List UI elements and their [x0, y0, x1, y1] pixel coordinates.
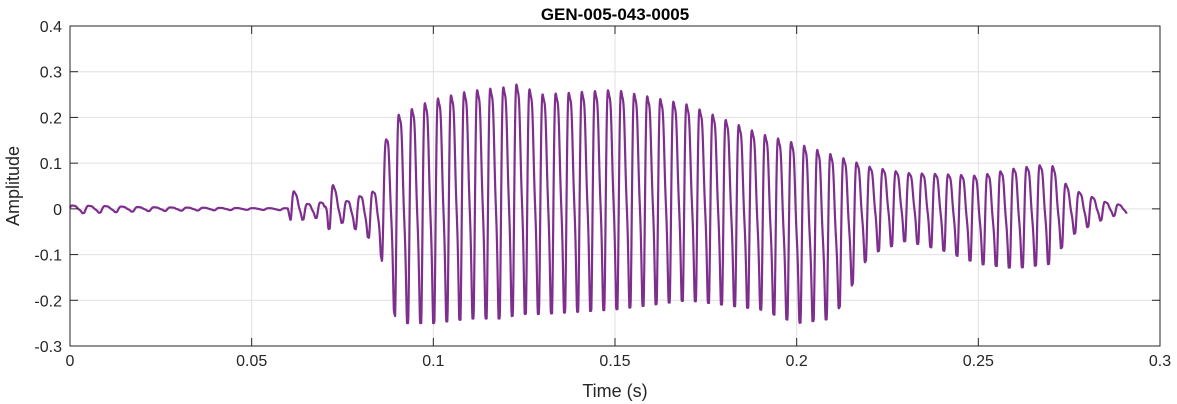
waveform-line — [69, 83, 1129, 325]
chart-title: GEN-005-043-0005 — [541, 5, 689, 24]
x-tick-label: 0.25 — [963, 353, 994, 370]
plot-area — [69, 83, 1129, 325]
x-axis-label: Time (s) — [582, 381, 647, 401]
x-tick-label: 0 — [66, 353, 75, 370]
x-tick-labels: 0 0.05 0.1 0.15 0.2 0.25 0.3 — [66, 353, 1172, 370]
y-axis-label: Amplitude — [3, 146, 23, 226]
y-tick-label: 0 — [53, 202, 62, 219]
y-tick-label: -0.3 — [34, 339, 62, 356]
x-tick-label: 0.1 — [422, 353, 444, 370]
y-tick-label: -0.2 — [34, 293, 62, 310]
y-tick-label: 0.1 — [40, 156, 62, 173]
x-tick-label: 0.3 — [1149, 353, 1171, 370]
x-tick-label: 0.05 — [236, 353, 267, 370]
x-tick-label: 0.2 — [786, 353, 808, 370]
y-tick-label: -0.1 — [34, 248, 62, 265]
y-tick-labels: -0.3 -0.2 -0.1 0 0.1 0.2 0.3 0.4 — [34, 19, 62, 356]
tick-marks — [69, 25, 1161, 347]
y-tick-label: 0.3 — [40, 65, 62, 82]
y-tick-label: 0.4 — [40, 19, 62, 36]
x-tick-label: 0.15 — [599, 353, 630, 370]
y-tick-label: 0.2 — [40, 110, 62, 127]
